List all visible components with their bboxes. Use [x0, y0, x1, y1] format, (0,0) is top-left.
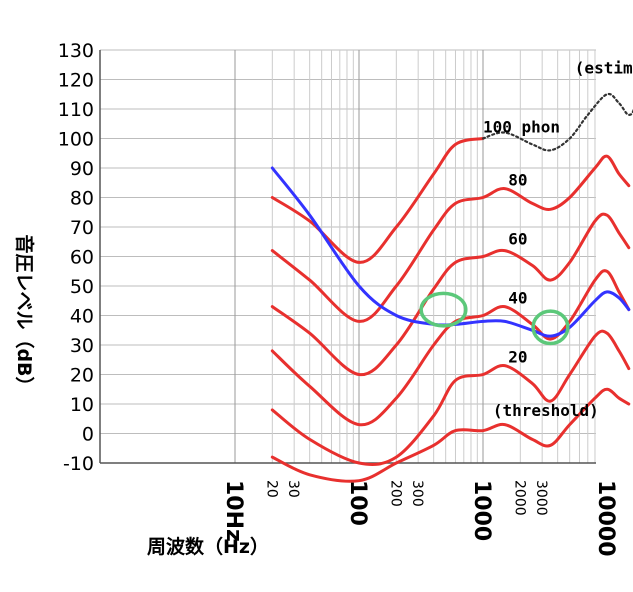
grid: [100, 49, 596, 464]
y-tick-label: -10: [63, 453, 94, 475]
x-tick-label: 10Hz: [221, 480, 246, 542]
y-tick-label: 60: [70, 247, 94, 269]
curve-label: (estimated): [575, 59, 633, 78]
y-tick-label: 70: [70, 217, 94, 239]
x-tick-label: 20: [263, 480, 279, 498]
y-tick-label: 120: [58, 70, 94, 92]
curve-label: 60: [508, 230, 527, 249]
x-tick-label: 2000: [511, 480, 527, 516]
phon-curve: [270, 387, 631, 483]
highlights: [419, 291, 570, 346]
highlight-ellipse: [531, 309, 570, 346]
highlight-ellipse: [419, 291, 468, 328]
axes: [99, 50, 596, 464]
curves: [270, 92, 633, 483]
y-tick-label: 130: [58, 40, 94, 62]
x-tick-label: 200: [387, 480, 403, 507]
y-tick-label: 110: [58, 99, 94, 121]
phon-curve: [270, 154, 631, 323]
x-tick-label: 100: [345, 480, 370, 526]
x-tick-label: 10000: [593, 480, 618, 557]
annotations: 100 phon 80 60 40 20 (threshold) (estimated): [483, 59, 633, 420]
x-tick-label: 1000: [469, 480, 494, 541]
estimated-curve: [481, 92, 633, 152]
phon-curve: [270, 212, 631, 377]
curve-label: 20: [508, 348, 527, 367]
curve-label: 100 phon: [483, 118, 560, 137]
phon-curve: [270, 329, 631, 466]
curve-label: 40: [508, 289, 527, 308]
x-axis-title: 周波数（Hz）: [147, 535, 269, 558]
phon-curve: [270, 269, 631, 427]
y-tick-label: 0: [82, 424, 94, 446]
y-tick-label: 40: [70, 306, 94, 328]
y-axis-title: 音圧レベル（dB）: [13, 234, 36, 395]
y-tick-label: 50: [70, 276, 94, 298]
x-tick-label: 300: [409, 480, 425, 507]
y-tick-label: 90: [70, 158, 94, 180]
curve-label: (threshold): [493, 401, 599, 420]
y-tick-label: 10: [70, 394, 94, 416]
x-tick-label: 3000: [533, 480, 549, 516]
phon-curve: [270, 137, 485, 264]
blue-curve: [270, 166, 631, 338]
y-tick-label: 80: [70, 188, 94, 210]
y-tick-label: 30: [70, 335, 94, 357]
y-tick-label: 20: [70, 365, 94, 387]
y-tick-label: 100: [58, 129, 94, 151]
curve-label: 80: [508, 171, 527, 190]
x-tick-label: 30: [285, 480, 301, 498]
